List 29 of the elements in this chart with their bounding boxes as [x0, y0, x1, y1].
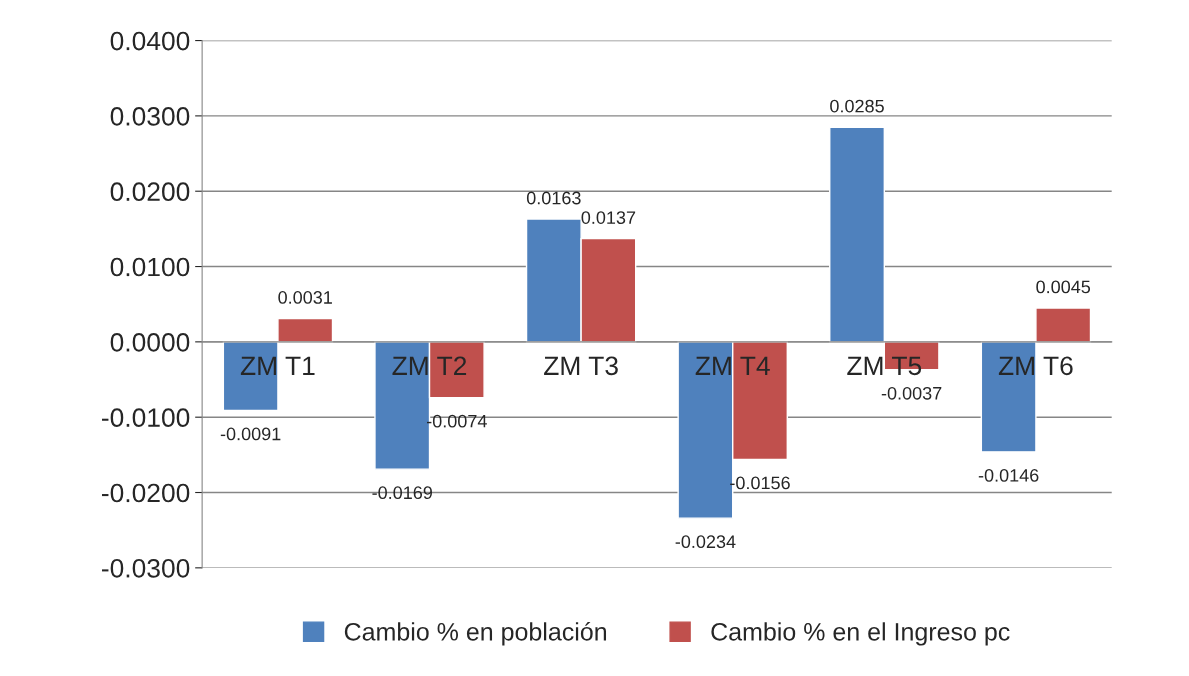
- y-tick-label: -0.0100: [102, 408, 190, 428]
- x-tick-label: ZM T3: [544, 356, 618, 376]
- legend-label: Cambio % en el Ingreso pc: [711, 622, 1010, 646]
- x-tick-label: ZM T4: [695, 356, 770, 375]
- data-label: 0.0045: [1036, 280, 1091, 294]
- y-tick-label: 0.0100: [110, 257, 190, 277]
- data-label: -0.0091: [220, 427, 281, 441]
- bar: [829, 126, 886, 343]
- data-label: -0.0234: [675, 535, 736, 549]
- x-tick-label: ZM T2: [392, 356, 467, 375]
- y-tick-label: 0.0000: [110, 333, 190, 352]
- legend-label: Cambio % en población: [344, 621, 607, 646]
- bar: [1035, 307, 1092, 343]
- bar: [277, 317, 334, 343]
- x-tick-label: ZM T6: [998, 356, 1073, 376]
- bar: [222, 341, 279, 412]
- data-label: -0.0037: [881, 386, 942, 400]
- bar: [980, 341, 1037, 453]
- y-tick-label: -0.0200: [102, 483, 190, 503]
- data-label: 0.0285: [830, 99, 884, 113]
- y-tick-label: 0.0300: [110, 107, 190, 126]
- y-tick-label: 0.0400: [110, 31, 190, 51]
- y-tick-label: -0.0300: [102, 558, 190, 578]
- data-label: -0.0146: [978, 468, 1039, 482]
- y-tick-label: 0.0200: [110, 182, 190, 202]
- x-tick-label: ZM T1: [240, 356, 315, 375]
- data-label: 0.0137: [581, 211, 636, 224]
- data-label: 0.0031: [278, 291, 332, 304]
- data-label: 0.0163: [526, 191, 581, 205]
